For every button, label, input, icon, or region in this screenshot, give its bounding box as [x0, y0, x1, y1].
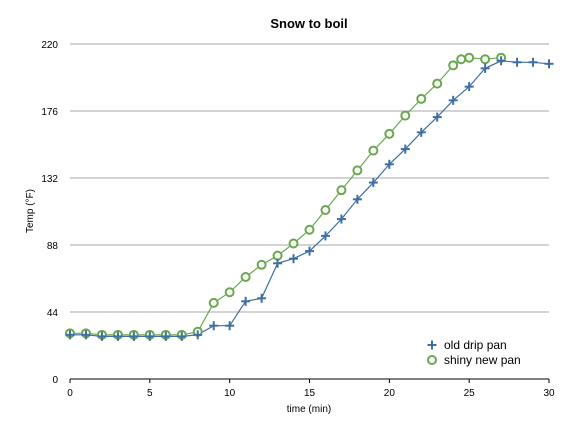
grid	[70, 43, 549, 380]
data-point-series-2	[304, 224, 315, 235]
legend-marker-2	[427, 355, 437, 365]
data-point-series-1	[464, 82, 474, 92]
data-point-series-1	[113, 331, 123, 341]
series-line-1	[70, 60, 550, 337]
data-point-series-1	[145, 331, 155, 341]
y-tick-label: 44	[47, 308, 59, 319]
data-point-series-1	[368, 178, 378, 188]
data-point-series-2	[288, 238, 299, 249]
legend-marker-1	[427, 340, 437, 350]
data-point-series-2	[464, 52, 475, 63]
y-tick-label: 220	[41, 40, 58, 51]
data-point-series-2	[432, 78, 443, 89]
data-point-series-1	[81, 330, 91, 340]
data-point-series-2	[448, 60, 459, 71]
data-point-series-1	[289, 254, 299, 264]
y-tick-label: 88	[47, 241, 59, 252]
data-point-series-2	[256, 259, 267, 270]
data-point-series-1	[177, 331, 187, 341]
data-point-series-2	[336, 185, 347, 196]
legend-label-2: shiny new pan	[444, 353, 521, 367]
data-point-series-2	[272, 250, 283, 261]
data-point-series-1	[400, 144, 410, 154]
series-line-2	[70, 57, 502, 336]
data-point-series-2	[456, 54, 467, 65]
data-point-series-1	[352, 194, 362, 204]
data-point-series-1	[544, 59, 554, 69]
x-tick-label: 20	[384, 388, 396, 399]
data-point-series-1	[161, 331, 171, 341]
data-point-series-2	[224, 287, 235, 298]
chart-title: Snow to boil	[270, 16, 347, 31]
x-tick-label: 30	[543, 388, 555, 399]
data-point-series-1	[225, 321, 235, 331]
data-point-series-2	[400, 110, 411, 121]
data-point-series-2	[416, 93, 427, 104]
data-point-series-1	[193, 330, 203, 340]
legend-label-1: old drip pan	[444, 338, 507, 352]
y-tick-label: 0	[52, 375, 58, 386]
series-markers	[65, 52, 554, 341]
data-point-series-1	[336, 214, 346, 224]
series-lines	[70, 57, 550, 337]
data-point-series-2	[352, 165, 363, 176]
x-tick-label: 15	[304, 388, 316, 399]
data-point-series-1	[97, 331, 107, 341]
y-tick-label: 132	[41, 174, 58, 185]
data-point-series-2	[240, 271, 251, 282]
data-point-series-2	[368, 145, 379, 156]
data-point-series-1	[480, 63, 490, 73]
y-tick-labels: 0 44 88 132 176 220	[41, 40, 58, 386]
data-point-series-1	[273, 258, 283, 268]
data-point-series-1	[448, 95, 458, 105]
x-tick-label: 0	[67, 388, 73, 399]
data-point-series-1	[496, 56, 506, 66]
data-point-series-1	[432, 112, 442, 122]
data-point-series-1	[416, 127, 426, 137]
data-point-series-2	[320, 204, 331, 215]
x-axis-label: time (min)	[287, 404, 331, 415]
data-point-series-1	[512, 57, 522, 67]
data-point-series-1	[65, 330, 75, 340]
y-tick-label: 176	[41, 107, 58, 118]
data-point-series-2	[208, 297, 219, 308]
data-point-series-1	[257, 293, 267, 303]
data-point-series-1	[384, 159, 394, 169]
data-point-series-1	[305, 246, 314, 256]
x-tick-label: 10	[224, 388, 236, 399]
x-tick-labels: 0 5 10 15 20 25 30	[67, 379, 555, 399]
data-point-series-1	[320, 231, 330, 241]
data-point-series-1	[528, 57, 538, 67]
data-point-series-1	[209, 321, 219, 331]
x-tick-label: 5	[147, 388, 153, 399]
y-axis-label: Temp (°F)	[25, 189, 36, 233]
data-point-series-2	[480, 54, 491, 65]
data-point-series-2	[384, 128, 395, 139]
data-point-series-1	[241, 296, 251, 306]
x-tick-label: 25	[464, 388, 476, 399]
data-point-series-1	[129, 331, 139, 341]
